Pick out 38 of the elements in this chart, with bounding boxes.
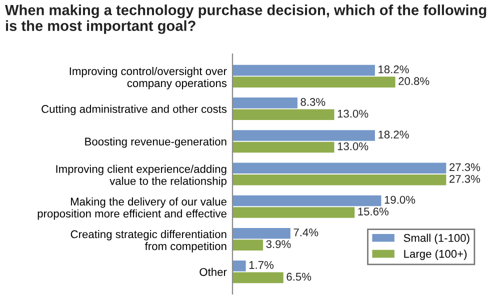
bar (232, 272, 284, 284)
legend-label: Large (100+) (404, 250, 467, 260)
data-label: 18.2% (378, 130, 409, 139)
data-label: 6.5% (286, 272, 312, 281)
y-tick-label: Making the delivery of our value proposition more efficient and effective (38, 197, 226, 220)
bar (232, 142, 334, 153)
bar (232, 109, 334, 120)
data-label: 1.7% (249, 261, 274, 269)
bar (232, 162, 446, 174)
y-tick-label: Cutting administrative and other costs (42, 104, 227, 116)
bar (232, 260, 246, 272)
bar (232, 240, 264, 250)
bar (232, 64, 375, 76)
y-tick-label: Boosting revenue-generation (85, 137, 226, 148)
bar (232, 195, 382, 206)
data-label: 18.2% (378, 65, 409, 74)
y-tick-label: Creating strategic differentiation from competition (70, 230, 226, 252)
data-label: 20.8% (398, 77, 430, 86)
data-label: 13.0% (338, 110, 368, 118)
bar (232, 130, 375, 141)
y-tick-label: Improving client experience/adding value to the relationship (56, 164, 226, 188)
legend-label: Small (1-100) (404, 234, 470, 244)
bar (232, 228, 290, 239)
bar (232, 174, 446, 186)
chart-title: When making a technology purchase decision, which of the following is the most important goal? (5, 4, 486, 34)
data-label: 8.3% (300, 98, 326, 106)
data-label: 27.3% (450, 163, 480, 172)
data-label: 7.4% (294, 228, 318, 236)
y-tick-label: Other (200, 268, 227, 276)
data-label: 19.0% (384, 196, 416, 204)
bar (232, 98, 298, 108)
data-label: 27.3% (450, 174, 480, 183)
y-tick-label: Improving control/oversight over company operations (70, 66, 227, 90)
data-label: 13.0% (338, 142, 368, 150)
data-label: 15.6% (358, 208, 388, 216)
bar (232, 76, 396, 88)
data-label: 3.9% (266, 240, 291, 248)
bar (232, 207, 355, 218)
